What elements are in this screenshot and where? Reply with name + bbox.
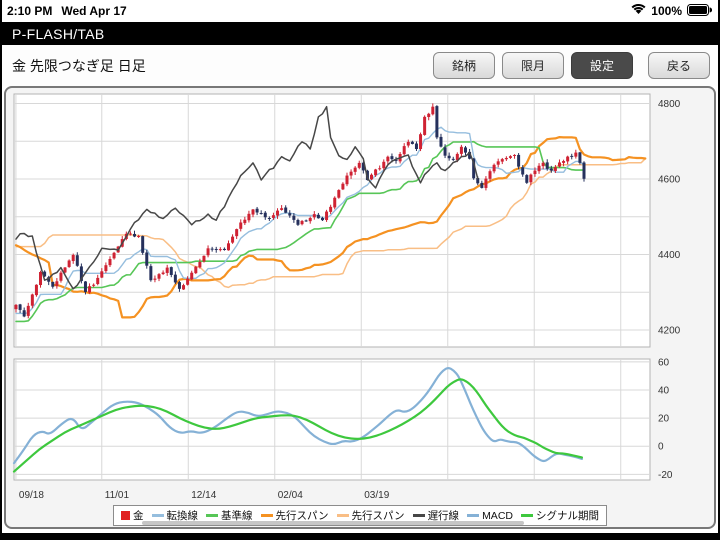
battery-percent: 100% xyxy=(651,4,682,18)
plot-area: 60 40 20 0 -20 xyxy=(13,357,673,481)
battery-icon xyxy=(687,3,713,19)
legend-chip-signal xyxy=(520,514,533,517)
y-axis-tick-label: 40 xyxy=(658,385,670,396)
legend-chip-senkou-a xyxy=(260,514,273,517)
x-axis-label: 09/18 xyxy=(19,490,44,501)
price-and-macd-chart[interactable]: 4800 4600 4400 4200 60 40 20 0 -20 09/18 11/01 12/1… xyxy=(6,88,714,527)
legend-label: MACD xyxy=(482,509,513,522)
シグナル期間-line xyxy=(12,378,583,473)
x-axis-label: 02/04 xyxy=(278,490,303,501)
legend-label: 基準線 xyxy=(221,510,253,522)
chart-legend: 金 転換線 基準線 先行スパン 先行スパン 遅行線 MACD シグナル期間 xyxy=(6,505,714,526)
chart-heading: 金 先限つなぎ足 日足 xyxy=(12,57,146,74)
legend-label: 金 xyxy=(133,510,144,522)
legend-label: シグナル期間 xyxy=(535,510,599,522)
x-axis-label: 03/19 xyxy=(364,490,389,501)
y-axis-tick-label: 0 xyxy=(658,442,664,453)
app-title: P-FLASH/TAB xyxy=(12,25,105,42)
plot-area: 4800 4600 4400 4200 xyxy=(13,93,681,348)
chart-toolbar: 金 先限つなぎ足 日足 銘柄 限月 設定 戻る xyxy=(2,45,718,86)
app-title-bar: P-FLASH/TAB xyxy=(2,22,718,45)
y-axis-tick-label: -20 xyxy=(658,470,673,481)
legend-chip-chikou xyxy=(412,514,425,517)
home-indicator-bar xyxy=(2,533,720,540)
y-axis-tick-label: 4800 xyxy=(658,99,681,110)
contract-month-button[interactable]: 限月 xyxy=(502,52,564,79)
x-axis-label: 11/01 xyxy=(105,490,130,501)
settings-button[interactable]: 設定 xyxy=(571,52,633,79)
y-axis-tick-label: 20 xyxy=(658,414,670,425)
y-axis-tick-label: 4400 xyxy=(658,250,681,261)
y-axis-tick-label: 4200 xyxy=(658,326,681,337)
status-date: Wed Apr 17 xyxy=(61,4,127,18)
legend-chip-macd xyxy=(467,514,480,517)
legend-chip-kijun xyxy=(206,514,218,517)
legend-chip-senkou-b xyxy=(336,514,349,517)
y-axis-tick-label: 60 xyxy=(658,357,670,368)
horizontal-scroll-indicator[interactable] xyxy=(142,521,524,525)
chart-panel: 4800 4600 4400 4200 60 40 20 0 -20 09/18 11/01 12/1… xyxy=(4,86,716,529)
legend-label: 先行スパン xyxy=(351,510,405,522)
legend-label: 先行スパン xyxy=(275,510,329,522)
x-axis-label: 12/14 xyxy=(191,490,216,501)
status-time: 2:10 PM xyxy=(7,4,53,18)
legend-chip-tenkan xyxy=(151,514,164,517)
legend-chip-gold xyxy=(121,511,130,520)
y-axis-tick-label: 4600 xyxy=(658,174,681,185)
status-bar: 2:10 PM Wed Apr 17 100% xyxy=(2,0,718,22)
symbol-button[interactable]: 銘柄 xyxy=(433,52,495,79)
back-button[interactable]: 戻る xyxy=(648,52,710,79)
macd-line xyxy=(12,367,583,465)
legend-label: 転換線 xyxy=(166,510,199,522)
legend-label: 遅行線 xyxy=(427,510,460,522)
wifi-icon xyxy=(631,3,646,18)
